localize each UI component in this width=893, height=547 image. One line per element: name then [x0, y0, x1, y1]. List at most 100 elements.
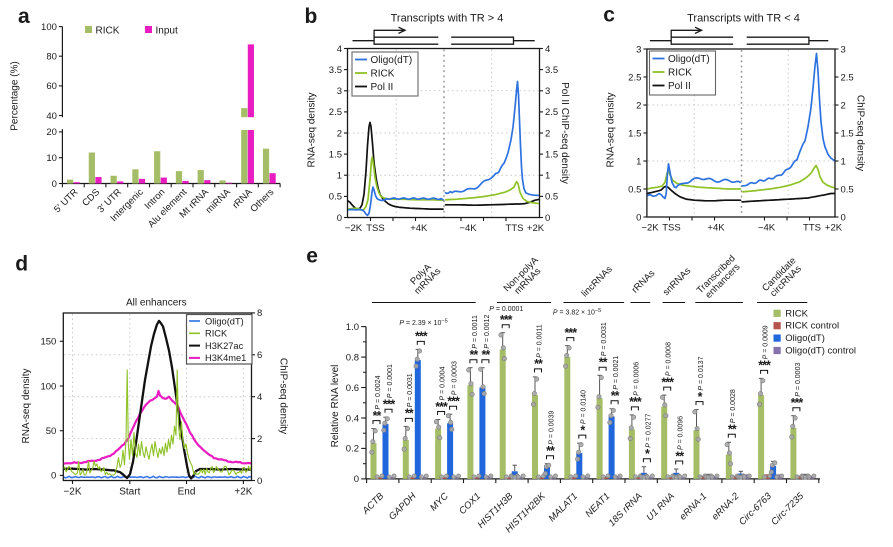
svg-text:a: a	[18, 5, 30, 28]
svg-text:c: c	[603, 4, 615, 27]
svg-text:P = 0.0004: P = 0.0004	[440, 366, 447, 400]
svg-text:0.5: 0.5	[628, 184, 641, 195]
svg-text:1: 1	[636, 156, 641, 167]
svg-text:4: 4	[337, 44, 342, 55]
svg-text:3: 3	[841, 44, 846, 55]
svg-text:**: **	[482, 348, 491, 362]
svg-text:ChIP-seq density: ChIP-seq density	[855, 95, 866, 171]
svg-text:***: ***	[500, 313, 513, 327]
svg-text:RICK: RICK	[785, 308, 808, 319]
svg-text:+2K: +2K	[527, 223, 545, 234]
svg-text:P = 0.0011: P = 0.0011	[472, 315, 479, 349]
svg-text:**: **	[405, 407, 414, 421]
svg-text:***: ***	[629, 395, 642, 409]
svg-text:*: *	[580, 423, 585, 437]
svg-text:1.0: 1.0	[346, 322, 359, 333]
svg-text:*: *	[645, 447, 650, 461]
svg-text:**: **	[373, 409, 382, 423]
svg-text:40: 40	[46, 111, 57, 122]
svg-text:2: 2	[257, 434, 262, 445]
svg-text:2.5: 2.5	[545, 107, 558, 118]
svg-text:P = 0.0028: P = 0.0028	[730, 389, 737, 423]
svg-text:2.5: 2.5	[841, 72, 854, 83]
svg-text:−2K: −2K	[641, 223, 659, 234]
svg-text:100: 100	[41, 22, 57, 33]
svg-text:3.5: 3.5	[329, 65, 342, 76]
svg-text:Oligo(dT): Oligo(dT)	[668, 54, 710, 65]
svg-text:TSS: TSS	[662, 223, 680, 234]
svg-text:All enhancers: All enhancers	[126, 298, 187, 309]
svg-text:H3K4me1: H3K4me1	[205, 353, 246, 363]
svg-text:**: **	[534, 357, 543, 371]
svg-text:**: **	[470, 348, 479, 362]
svg-text:1: 1	[841, 156, 846, 167]
svg-text:***: ***	[435, 400, 448, 414]
svg-text:**: **	[728, 423, 737, 437]
svg-text:1.5: 1.5	[841, 128, 854, 139]
svg-text:ChIP-seq density: ChIP-seq density	[278, 358, 289, 434]
svg-text:Oligo(dT): Oligo(dT)	[371, 55, 413, 66]
svg-text:0.5: 0.5	[841, 184, 854, 195]
svg-text:P = 0.0011: P = 0.0011	[536, 324, 543, 358]
svg-text:0: 0	[354, 474, 359, 485]
svg-text:***: ***	[447, 394, 460, 408]
svg-text:Oligo(dT): Oligo(dT)	[205, 316, 244, 326]
svg-text:***: ***	[661, 375, 674, 389]
svg-text:4: 4	[545, 44, 550, 55]
svg-text:P = 0.0031: P = 0.0031	[601, 322, 608, 356]
svg-text:0: 0	[52, 179, 57, 190]
svg-text:P = 0.0008: P = 0.0008	[666, 342, 673, 376]
svg-text:***: ***	[758, 359, 771, 373]
svg-text:***: ***	[383, 398, 396, 412]
svg-text:3: 3	[545, 86, 550, 97]
svg-text:RNA-seq density: RNA-seq density	[21, 368, 32, 443]
svg-text:60: 60	[46, 81, 57, 92]
svg-text:P = 0.0024: P = 0.0024	[375, 375, 382, 409]
svg-text:**: **	[675, 449, 684, 463]
svg-text:e: e	[306, 244, 318, 267]
svg-text:Oligo(dT): Oligo(dT)	[785, 333, 825, 344]
svg-text:0.8: 0.8	[346, 352, 359, 363]
svg-text:0.2: 0.2	[346, 444, 359, 455]
svg-text:P = 0.0001: P = 0.0001	[387, 364, 394, 398]
svg-text:P = 0.0003: P = 0.0003	[452, 361, 459, 395]
svg-text:RICK: RICK	[371, 69, 395, 80]
svg-text:10: 10	[46, 153, 57, 164]
svg-text:H3K27ac: H3K27ac	[205, 341, 244, 351]
svg-text:***: ***	[565, 326, 578, 340]
svg-text:2: 2	[636, 100, 641, 111]
svg-text:RICK: RICK	[96, 25, 120, 36]
svg-text:2: 2	[545, 128, 550, 139]
svg-text:Pol II ChIP-seq density: Pol II ChIP-seq density	[559, 82, 570, 184]
svg-text:0.5: 0.5	[329, 192, 342, 203]
svg-text:*: *	[698, 390, 703, 404]
svg-text:End: End	[178, 487, 196, 498]
svg-text:TTS: TTS	[803, 223, 821, 234]
svg-text:**: **	[546, 444, 555, 458]
svg-text:3: 3	[636, 44, 641, 55]
svg-text:+4K: +4K	[707, 223, 725, 234]
svg-text:0: 0	[257, 476, 262, 487]
svg-text:Pol II: Pol II	[668, 81, 691, 92]
svg-text:P = 0.0039: P = 0.0039	[548, 411, 555, 445]
svg-text:TSS: TSS	[366, 223, 384, 234]
svg-text:0: 0	[636, 212, 641, 223]
svg-text:2.5: 2.5	[329, 107, 342, 118]
svg-text:−2K: −2K	[345, 223, 363, 234]
svg-text:Transcripts with TR < 4: Transcripts with TR < 4	[687, 13, 800, 25]
svg-text:3: 3	[337, 86, 342, 97]
svg-text:0: 0	[545, 213, 550, 224]
svg-text:2.5: 2.5	[628, 72, 641, 83]
svg-text:2: 2	[337, 128, 342, 139]
svg-text:0: 0	[51, 471, 56, 482]
svg-text:P = 3.82 × 10−5: P = 3.82 × 10−5	[553, 308, 601, 317]
svg-text:80: 80	[46, 52, 57, 63]
svg-text:+2K: +2K	[234, 487, 252, 498]
svg-text:+2K: +2K	[825, 223, 843, 234]
svg-text:P = 0.0137: P = 0.0137	[698, 356, 705, 390]
svg-text:1.5: 1.5	[329, 149, 342, 160]
svg-text:2: 2	[841, 100, 846, 111]
svg-text:P = 0.0003: P = 0.0003	[795, 363, 802, 397]
svg-text:Input: Input	[156, 25, 178, 36]
svg-text:***: ***	[791, 396, 804, 410]
